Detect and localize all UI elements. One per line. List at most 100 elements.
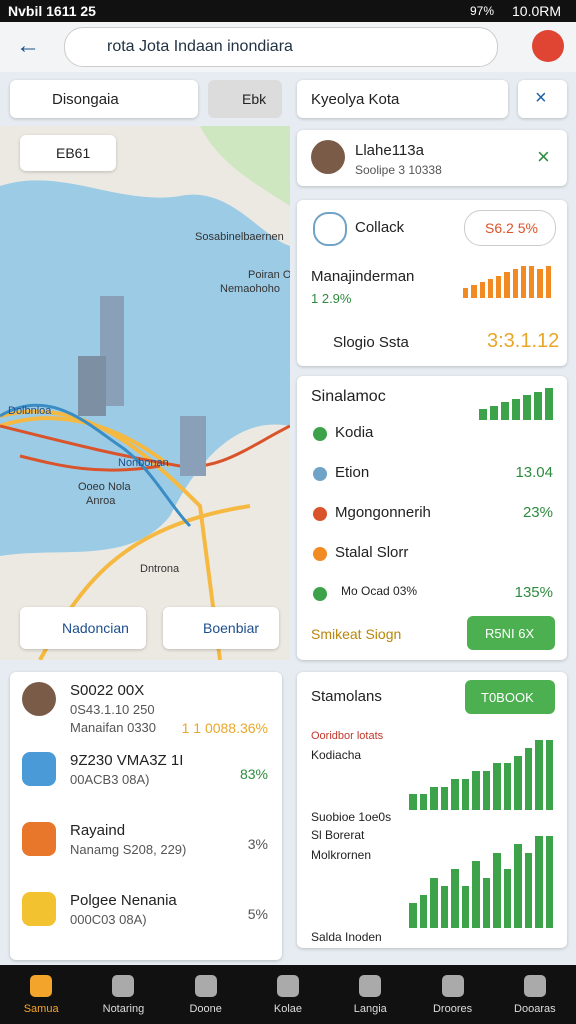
map-button-text: Ebk: [242, 91, 267, 107]
back-button[interactable]: ←: [16, 32, 40, 59]
item-title: S0022 00X: [70, 682, 145, 699]
bar: [419, 794, 427, 810]
item-title: Rayaind: [70, 822, 126, 839]
charts-label: Kodiacha: [311, 748, 362, 762]
bar: [503, 763, 511, 810]
search-field[interactable]: Kyeolya Kota: [297, 80, 508, 118]
bar: [524, 852, 532, 928]
bar: [512, 398, 520, 420]
map-action[interactable]: Boenbiar: [163, 607, 279, 649]
list-item-label: Etion: [335, 464, 370, 481]
green-bars: [479, 388, 553, 420]
list-button[interactable]: R5NI 6X: [467, 616, 555, 650]
browser-bar: ← rota Jota Indaan inondiara: [0, 22, 576, 72]
nav-item[interactable]: Notaring: [82, 965, 164, 1024]
bar: [409, 794, 417, 810]
list-item-label: Kodia: [335, 424, 374, 441]
list-item-label: Mo Ocad 03%: [341, 584, 418, 598]
charts-title: Stamolans: [311, 688, 382, 705]
clock: 10.0RM: [512, 3, 562, 19]
bar: [419, 894, 427, 928]
nav-item[interactable]: Droores: [411, 965, 493, 1024]
item-title: 9Z230 VMA3Z 1I: [70, 752, 184, 769]
nav-label: Samua: [23, 1003, 59, 1015]
map-action-text: Nadoncian: [62, 620, 129, 636]
charts-label: Molkrornen: [311, 848, 372, 862]
item-subtitle: 000C03 08A): [70, 912, 147, 927]
item-value: 3%: [247, 836, 268, 852]
bar: [479, 282, 485, 298]
nav-item[interactable]: Langia: [329, 965, 411, 1024]
charts-label: Suobioe 1oe0s: [311, 810, 392, 824]
item-title: Polgee Nenania: [70, 892, 177, 909]
profile-subtitle: Soolipe 3 10338: [355, 163, 442, 177]
map-action[interactable]: Nadoncian: [20, 607, 146, 649]
bar: [493, 763, 501, 810]
profile-card: Llahe113a Soolipe 3 10338 ×: [297, 130, 567, 186]
map-chip[interactable]: EB61: [20, 135, 116, 171]
nav-label: Notaring: [102, 1003, 145, 1015]
bar: [482, 877, 490, 928]
bar: [545, 740, 553, 810]
stats-footer-label: Slogio Ssta: [333, 334, 409, 351]
bar: [461, 886, 469, 928]
bar: [545, 836, 553, 928]
menu-button[interactable]: [532, 30, 564, 62]
dropdown[interactable]: Disongaia: [10, 80, 198, 118]
stats-icon: [313, 212, 347, 246]
bar: [493, 852, 501, 928]
nav-item[interactable]: Samua: [0, 965, 82, 1024]
list-icon: [313, 507, 327, 521]
map-button[interactable]: Ebk: [208, 80, 282, 118]
item-value: 83%: [239, 766, 268, 782]
bar: [430, 877, 438, 928]
close-button[interactable]: ×: [518, 80, 567, 118]
bar: [463, 288, 469, 298]
bar: [534, 391, 542, 420]
item-icon: [22, 822, 56, 856]
status-left: Nvbil 1611 25: [8, 3, 96, 19]
avatar: [311, 140, 345, 174]
list-icon: [313, 467, 327, 481]
url-field[interactable]: rota Jota Indaan inondiara: [64, 27, 498, 67]
map-label: Sosabinelbaernen: [195, 231, 284, 243]
stats-card: Collack S6.2 5% Manajinderman 1 2.9% Slo…: [297, 200, 567, 366]
url-text: rota Jota Indaan inondiara: [107, 38, 293, 55]
list-item-value: 23%: [522, 504, 553, 521]
bar: [482, 771, 490, 810]
bar: [496, 275, 502, 298]
map-label: Anroa: [86, 495, 116, 507]
bar: [451, 778, 459, 810]
bar: [514, 755, 522, 810]
charts-caption: Ooridbor lotats: [311, 730, 384, 742]
nav-icon: [194, 975, 217, 997]
bar: [529, 266, 535, 298]
charts-button-text: T0BOOK: [481, 690, 534, 705]
map-label: Nemaohoho: [220, 283, 280, 295]
nav-icon: [441, 975, 464, 997]
bar: [430, 786, 438, 810]
item-subtitle: Manaifan 0330: [70, 720, 157, 735]
nav-icon: [523, 975, 546, 997]
item-value: 1 1 0088.36%: [181, 720, 268, 736]
map-action-text: Boenbiar: [203, 620, 260, 636]
charts-button[interactable]: T0BOOK: [465, 680, 555, 714]
bar: [535, 836, 543, 928]
bar: [514, 844, 522, 928]
nav-label: Droores: [432, 1003, 473, 1015]
people-card: S0022 00X 0S43.1.10 250 Manaifan 0330 1 1 0…: [10, 672, 282, 960]
nav-item[interactable]: Kolae: [247, 965, 329, 1024]
nav-item[interactable]: Doone: [165, 965, 247, 1024]
item-value: 5%: [247, 906, 268, 922]
stats-badge[interactable]: S6.2 5%: [464, 210, 556, 246]
battery: 97%: [470, 4, 495, 18]
map-label: Dolbnloa: [8, 405, 52, 417]
nav-item[interactable]: Dooaras: [494, 965, 576, 1024]
stats-metric: Manajinderman: [311, 268, 415, 285]
item-subtitle: 0S43.1.10 250: [70, 702, 155, 717]
list-item-label: Stalal Slorr: [335, 544, 409, 561]
item-icon: [22, 682, 56, 716]
stats-badge-text: S6.2 5%: [485, 220, 538, 236]
nav-label: Doone: [189, 1003, 222, 1015]
